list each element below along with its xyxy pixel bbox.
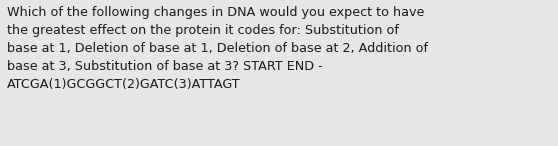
Text: Which of the following changes in DNA would you expect to have
the greatest effe: Which of the following changes in DNA wo… — [7, 6, 427, 91]
